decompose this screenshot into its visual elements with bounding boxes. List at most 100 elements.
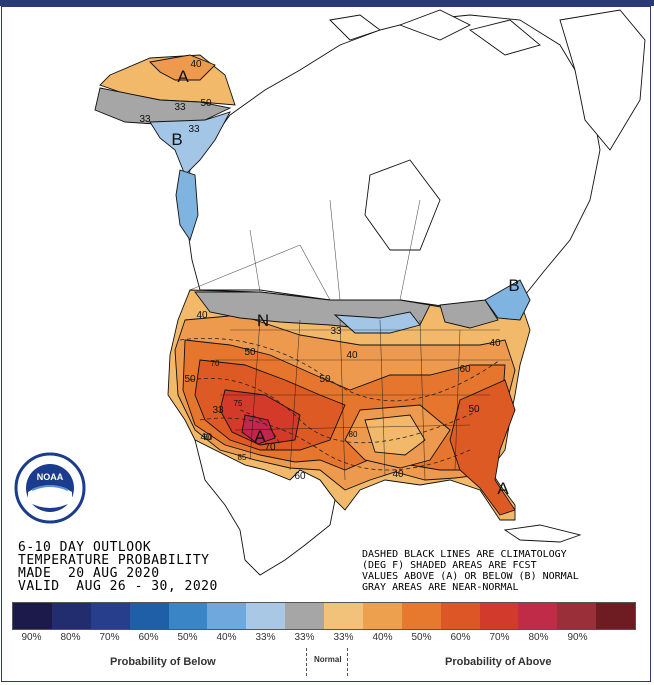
legend-label: 33% bbox=[294, 632, 315, 643]
state-boundary-line bbox=[329, 199, 341, 301]
hudson-bay bbox=[364, 159, 441, 251]
noaa-logo: NOAA bbox=[14, 452, 86, 524]
probability-label: 40 bbox=[196, 310, 208, 321]
central-above-33 bbox=[364, 414, 426, 456]
probability-label: 33 bbox=[212, 405, 224, 416]
climatology-label: 85 bbox=[238, 453, 247, 462]
legend-swatch bbox=[557, 603, 597, 629]
outlook-line4: VALID AUG 26 - 30, 2020 bbox=[18, 579, 218, 594]
alaska-below-normal bbox=[149, 111, 231, 176]
probability-label: 40 bbox=[392, 469, 404, 480]
outlook-line3: MADE 20 AUG 2020 bbox=[18, 566, 160, 581]
legend-label: 70% bbox=[99, 632, 120, 643]
probability-legend-labels: 90% 80% 70% 60% 50% 40% 33% 33% 33% 40% 50% 60% 70% 8… bbox=[12, 632, 636, 646]
legend-swatch bbox=[324, 603, 363, 629]
climatology-contours bbox=[179, 337, 501, 471]
legend-swatch bbox=[90, 603, 130, 629]
probability-label: 60 bbox=[459, 364, 471, 375]
legend-below-title: Probability of Below bbox=[110, 656, 216, 668]
map-frame bbox=[1, 6, 651, 682]
state-boundary-line bbox=[419, 319, 426, 481]
probability-label: 33 bbox=[188, 124, 200, 135]
probability-label: 40 bbox=[489, 338, 501, 349]
legend-swatch bbox=[285, 603, 324, 629]
state-boundary-line bbox=[379, 319, 386, 476]
state-boundary-line bbox=[339, 319, 346, 481]
arctic-island bbox=[468, 19, 541, 56]
legend-label: 40% bbox=[216, 632, 237, 643]
legend-swatch bbox=[440, 603, 480, 629]
legend-label: 80% bbox=[60, 632, 81, 643]
northeast-near-normal bbox=[439, 299, 499, 329]
map-notes: DASHED BLACK LINES ARE CLIMATOLOGY (DEG … bbox=[362, 549, 579, 593]
legend-label: 33% bbox=[255, 632, 276, 643]
climatology-line bbox=[239, 409, 281, 446]
state-boundary-line bbox=[399, 199, 421, 301]
legend-swatch bbox=[401, 603, 441, 629]
legend-label bbox=[597, 632, 636, 646]
notes-line2: (DEG F) SHADED AREAS ARE FCST bbox=[362, 560, 537, 571]
probability-label: 50 bbox=[200, 98, 212, 109]
probability-label: 70 bbox=[264, 442, 276, 453]
state-boundary-line bbox=[234, 424, 471, 431]
probability-label: 33 bbox=[330, 326, 342, 337]
state-boundaries bbox=[189, 199, 510, 481]
legend-label: 60% bbox=[450, 632, 471, 643]
legend-label: 40% bbox=[372, 632, 393, 643]
outlook-line2: TEMPERATURE PROBABILITY bbox=[18, 553, 210, 568]
probability-label: 40 bbox=[200, 432, 212, 443]
climatology-label: 75 bbox=[234, 399, 243, 408]
category-label: B bbox=[171, 130, 182, 149]
category-label: A bbox=[497, 479, 509, 498]
notes-line1: DASHED BLACK LINES ARE CLIMATOLOGY bbox=[362, 549, 567, 560]
state-boundary-line bbox=[454, 329, 461, 471]
probability-label: 40 bbox=[346, 350, 358, 361]
legend-swatch bbox=[518, 603, 558, 629]
legend-swatch bbox=[479, 603, 519, 629]
probability-label: 40 bbox=[190, 59, 202, 70]
legend-label: 80% bbox=[528, 632, 549, 643]
category-label: A bbox=[177, 67, 189, 86]
top-border bbox=[0, 0, 654, 6]
category-label: A bbox=[254, 427, 266, 446]
state-boundary-line bbox=[299, 244, 331, 301]
legend-normal-title: Normal bbox=[314, 655, 342, 664]
probability-label: 33 bbox=[139, 114, 151, 125]
legend-label: 70% bbox=[489, 632, 510, 643]
notes-line4: GRAY AREAS ARE NEAR-NORMAL bbox=[362, 582, 519, 593]
state-boundary-line bbox=[289, 319, 301, 471]
category-label: N bbox=[257, 311, 269, 330]
probability-label: 33 bbox=[174, 102, 186, 113]
southeast-above-60 bbox=[449, 379, 516, 516]
probability-legend bbox=[12, 602, 636, 630]
legend-swatch bbox=[246, 603, 286, 629]
north-america-land bbox=[184, 14, 601, 311]
category-label: B bbox=[508, 276, 519, 295]
climatology-label: 80 bbox=[349, 430, 358, 439]
legend-label: 33% bbox=[333, 632, 354, 643]
legend-above-title: Probability of Above bbox=[445, 656, 552, 668]
arctic-island bbox=[398, 9, 472, 41]
climatology-line bbox=[199, 417, 471, 471]
mexico-land bbox=[194, 439, 336, 576]
legend-label: 50% bbox=[177, 632, 198, 643]
legend-label: 90% bbox=[567, 632, 588, 643]
legend-swatch bbox=[362, 603, 402, 629]
legend-label: 60% bbox=[138, 632, 159, 643]
noaa-logo-text: NOAA bbox=[37, 472, 64, 482]
alaska-above-40 bbox=[149, 54, 216, 81]
conus-above-70 bbox=[219, 389, 301, 446]
legend-label: 90% bbox=[21, 632, 42, 643]
state-boundary-line bbox=[249, 229, 261, 293]
map-labels: ABNBAA4050333333403340506070505040604033… bbox=[139, 59, 519, 498]
legend-label: 50% bbox=[411, 632, 432, 643]
state-boundary-line bbox=[189, 244, 301, 291]
probability-label: 50 bbox=[468, 404, 480, 415]
legend-normal-bracket bbox=[306, 648, 348, 676]
outlook-line1: 6-10 DAY OUTLOOK bbox=[18, 540, 152, 555]
probability-label: 60 bbox=[294, 471, 306, 482]
pacific-northwest-below bbox=[175, 169, 199, 242]
northeast-below bbox=[484, 279, 531, 321]
state-boundary-line bbox=[249, 319, 261, 461]
